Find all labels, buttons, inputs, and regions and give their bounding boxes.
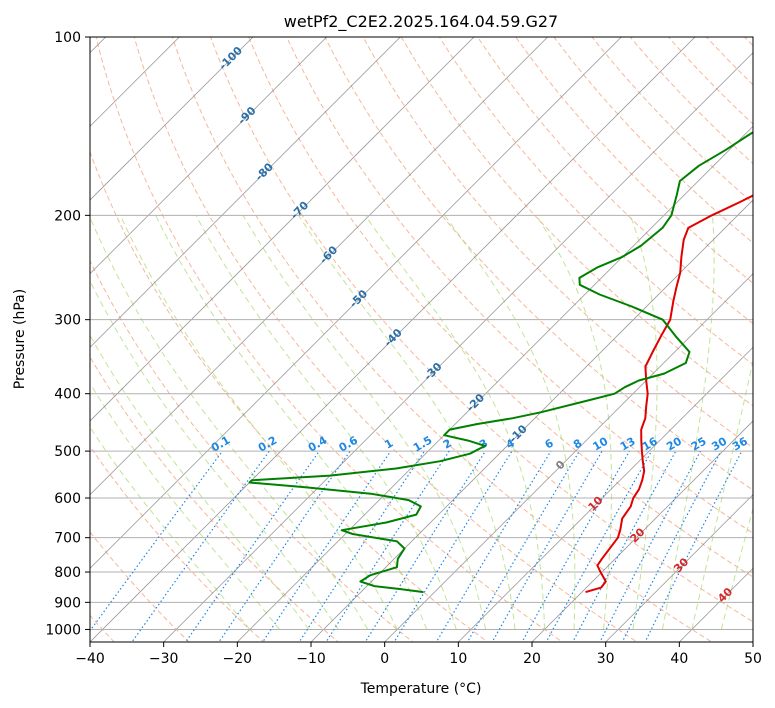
isotherm-line: [531, 420, 753, 642]
y-tick-label: 700: [54, 531, 81, 547]
plot-frame: [89, 36, 754, 643]
dry-adiabat: [90, 259, 414, 642]
temperature-profile-line: [585, 194, 753, 594]
mixing-ratio-line: [218, 450, 351, 642]
isotherm-line: [90, 37, 549, 496]
dry-adiabat: [90, 445, 265, 642]
isotherm-line: [310, 199, 753, 642]
y-tick-label: 400: [54, 387, 81, 403]
dry-adiabat: [553, 37, 753, 244]
x-tick-label: 10: [449, 651, 467, 667]
dry-adiabat: [286, 37, 753, 534]
dry-adiabat: [362, 37, 753, 449]
y-tick-label: 500: [54, 444, 81, 460]
dry-adiabat: [591, 37, 753, 204]
x-tick-label: 40: [670, 651, 688, 667]
x-tick-label: −20: [223, 651, 253, 667]
isotherm-line: [90, 37, 254, 201]
y-tick-label: 300: [54, 313, 81, 329]
moist-adiabat: [90, 334, 310, 630]
x-tick-label: −30: [149, 651, 179, 667]
isotherm-line: [90, 37, 696, 642]
mixing-ratio-line: [435, 450, 552, 642]
chart-title: wetPf2_C2E2.2025.164.04.59.G27: [284, 12, 558, 32]
isotherm-line: [90, 37, 475, 422]
mixing-ratio-line: [131, 450, 270, 642]
x-tick-label: 30: [597, 651, 615, 667]
y-tick-label: 900: [54, 595, 81, 611]
x-tick-label: −40: [75, 651, 105, 667]
moist-adiabat: [119, 215, 398, 630]
moist-adiabat: [90, 279, 339, 630]
dry-adiabat: [248, 37, 753, 578]
dry-adiabat: [90, 150, 489, 642]
mixing-ratio-line: [262, 450, 392, 642]
isotherm-line: [605, 494, 753, 642]
dry-adiabat: [667, 37, 753, 125]
dry-adiabat: [171, 37, 713, 642]
isotherm-line: [384, 273, 753, 642]
dewpoint-profile-line: [248, 131, 753, 594]
isotherm-line: [90, 37, 622, 569]
x-axis-label: Temperature (°C): [360, 681, 482, 697]
mixing-ratio-line: [298, 450, 425, 642]
isotherm-line: [90, 37, 328, 275]
isotherm-line: [236, 125, 753, 642]
mixing-ratio-line: [184, 450, 320, 642]
moist-adiabat: [242, 215, 487, 630]
mixing-ratio-line: [644, 450, 743, 642]
y-tick-label: 800: [54, 565, 81, 581]
y-tick-label: 1000: [45, 622, 81, 638]
dry-adiabat: [133, 37, 638, 642]
isotherm-line: [90, 37, 180, 127]
mixing-ratio-line: [545, 450, 653, 642]
mixing-ratio-line: [491, 450, 603, 642]
isotherm-line: [457, 346, 753, 642]
x-tick-label: −10: [296, 651, 326, 667]
x-tick-label: 0: [380, 651, 389, 667]
isotherm-line: [90, 37, 401, 348]
y-tick-label: 100: [54, 30, 81, 46]
mixing-ratio-line: [325, 450, 450, 642]
x-tick-label: 20: [523, 651, 541, 667]
dry-adiabat: [95, 37, 564, 642]
dry-adiabat: [400, 37, 753, 407]
x-tick-label: 50: [744, 651, 762, 667]
dry-adiabat: [209, 37, 753, 623]
y-axis-label: Pressure (hPa): [12, 289, 28, 389]
isotherm-line: [163, 52, 753, 642]
dry-adiabat: [90, 531, 190, 642]
y-tick-label: 200: [54, 208, 81, 224]
y-tick-label: 600: [54, 491, 81, 507]
mixing-ratio-line: [466, 450, 580, 642]
dry-adiabat: [477, 37, 753, 325]
